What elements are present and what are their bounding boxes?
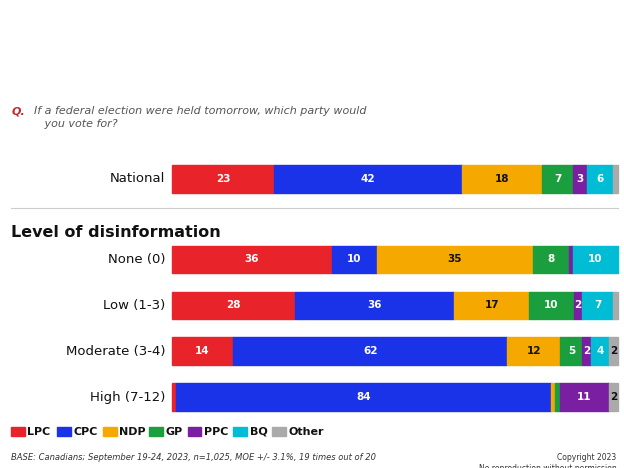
Text: 18: 18 [494, 174, 509, 184]
Text: PPC: PPC [203, 427, 228, 437]
Text: 7: 7 [594, 300, 602, 310]
Text: Low (1-3): Low (1-3) [103, 299, 165, 312]
Text: 4: 4 [597, 346, 604, 356]
Text: 36: 36 [368, 300, 382, 310]
Bar [274, 165, 462, 193]
Text: Level of disinformation: Level of disinformation [11, 225, 221, 240]
Bar [582, 292, 613, 319]
Text: 42: 42 [361, 174, 375, 184]
Bar [507, 337, 560, 365]
Text: Q.: Q. [11, 106, 25, 116]
Bar [172, 337, 233, 365]
Text: 10: 10 [544, 300, 558, 310]
Text: Moderate (3-4): Moderate (3-4) [66, 345, 165, 358]
Bar [454, 292, 529, 319]
Text: Other: Other [288, 427, 324, 437]
Text: National: National [110, 173, 165, 185]
Text: 17: 17 [485, 300, 499, 310]
Bar [609, 383, 618, 411]
Bar [592, 337, 609, 365]
Bar [172, 383, 176, 411]
Bar [462, 165, 542, 193]
Bar [187, 427, 201, 436]
Text: 10: 10 [348, 255, 362, 264]
Bar [573, 246, 618, 273]
Text: 35: 35 [447, 255, 462, 264]
Bar [613, 292, 618, 319]
Text: 28: 28 [226, 300, 241, 310]
Text: 2: 2 [610, 392, 617, 402]
Bar [573, 292, 582, 319]
Text: 5: 5 [568, 346, 575, 356]
Bar [568, 246, 573, 273]
Bar [377, 246, 533, 273]
Bar [233, 337, 507, 365]
Bar [172, 292, 295, 319]
Text: High (7-12): High (7-12) [90, 391, 165, 404]
Bar [573, 165, 587, 193]
Text: 2: 2 [610, 346, 617, 356]
Bar [587, 165, 613, 193]
Bar [103, 427, 117, 436]
Bar [533, 246, 568, 273]
Text: LPC: LPC [27, 427, 51, 437]
Bar [560, 337, 582, 365]
Bar [551, 383, 555, 411]
Text: BASE: Canadians; September 19-24, 2023, n=1,025, MOE +/- 3.1%, 19 times out of 2: BASE: Canadians; September 19-24, 2023, … [11, 453, 376, 462]
Bar [57, 427, 71, 436]
Bar [613, 165, 618, 193]
Bar [176, 383, 551, 411]
Bar [609, 337, 618, 365]
Bar [542, 165, 573, 193]
Text: Vote intention by disinformation: Vote intention by disinformation [11, 28, 446, 52]
Text: 23: 23 [216, 174, 230, 184]
Text: Copyright 2023
No reproduction without permission: Copyright 2023 No reproduction without p… [479, 453, 617, 468]
Text: 12: 12 [527, 346, 541, 356]
Text: 2: 2 [574, 300, 582, 310]
Bar [582, 337, 592, 365]
Text: NDP: NDP [119, 427, 146, 437]
Text: 10: 10 [588, 255, 603, 264]
Text: 7: 7 [554, 174, 561, 184]
Bar [233, 427, 247, 436]
Bar [332, 246, 377, 273]
Text: 2: 2 [583, 346, 590, 356]
Bar [272, 427, 286, 436]
Bar [149, 427, 162, 436]
Text: If a federal election were held tomorrow, which party would
   you vote for?: If a federal election were held tomorrow… [34, 106, 367, 130]
Text: 11: 11 [577, 392, 592, 402]
Bar [172, 165, 274, 193]
Bar [295, 292, 454, 319]
Bar [11, 427, 25, 436]
Bar [529, 292, 573, 319]
Text: 14: 14 [195, 346, 210, 356]
Bar [555, 383, 560, 411]
Text: 6: 6 [597, 174, 603, 184]
Text: 3: 3 [576, 174, 583, 184]
Text: None (0): None (0) [108, 253, 165, 266]
Text: 62: 62 [363, 346, 378, 356]
Text: BQ: BQ [250, 427, 267, 437]
Text: 8: 8 [547, 255, 555, 264]
Text: CPC: CPC [73, 427, 98, 437]
Text: 36: 36 [245, 255, 259, 264]
Text: 84: 84 [356, 392, 371, 402]
Text: GP: GP [165, 427, 182, 437]
Bar [560, 383, 609, 411]
Bar [172, 246, 332, 273]
